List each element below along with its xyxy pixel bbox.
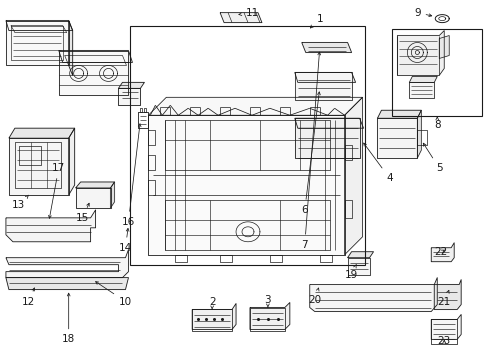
Polygon shape bbox=[377, 118, 417, 158]
Text: 23: 23 bbox=[438, 336, 451, 346]
Polygon shape bbox=[6, 21, 73, 31]
Polygon shape bbox=[310, 278, 437, 311]
Polygon shape bbox=[250, 302, 290, 329]
Polygon shape bbox=[377, 110, 421, 118]
Polygon shape bbox=[431, 315, 461, 339]
Text: 4: 4 bbox=[364, 143, 393, 183]
Polygon shape bbox=[347, 252, 373, 258]
Text: 22: 22 bbox=[435, 247, 448, 257]
Polygon shape bbox=[295, 72, 352, 100]
Polygon shape bbox=[6, 21, 69, 66]
Polygon shape bbox=[9, 128, 74, 138]
Polygon shape bbox=[397, 31, 444, 75]
Polygon shape bbox=[6, 278, 128, 289]
Polygon shape bbox=[344, 97, 363, 255]
Polygon shape bbox=[119, 88, 141, 105]
Text: 10: 10 bbox=[96, 282, 132, 306]
Polygon shape bbox=[9, 138, 69, 195]
Text: 19: 19 bbox=[345, 264, 358, 280]
Text: 16: 16 bbox=[122, 124, 141, 227]
Text: 12: 12 bbox=[22, 288, 35, 306]
Text: 5: 5 bbox=[423, 143, 442, 173]
Text: 3: 3 bbox=[265, 294, 271, 307]
Polygon shape bbox=[75, 188, 111, 208]
Polygon shape bbox=[302, 42, 352, 53]
Polygon shape bbox=[439, 36, 449, 58]
Polygon shape bbox=[431, 243, 454, 262]
Text: 2: 2 bbox=[209, 297, 216, 309]
Polygon shape bbox=[409, 82, 434, 98]
Text: 6: 6 bbox=[301, 92, 320, 215]
Polygon shape bbox=[6, 250, 128, 278]
Text: 8: 8 bbox=[434, 117, 441, 130]
Text: 7: 7 bbox=[301, 52, 320, 250]
Polygon shape bbox=[295, 118, 364, 128]
Polygon shape bbox=[111, 182, 115, 208]
Polygon shape bbox=[6, 210, 96, 242]
Polygon shape bbox=[409, 76, 437, 82]
Polygon shape bbox=[434, 280, 461, 310]
Text: 9: 9 bbox=[414, 8, 432, 18]
Polygon shape bbox=[148, 115, 344, 255]
Polygon shape bbox=[295, 118, 360, 158]
Bar bbox=[392, 28, 482, 116]
Polygon shape bbox=[295, 72, 356, 82]
Polygon shape bbox=[59, 50, 132, 62]
Polygon shape bbox=[417, 110, 421, 158]
Text: 1: 1 bbox=[310, 14, 323, 28]
Polygon shape bbox=[69, 21, 73, 75]
Text: 11: 11 bbox=[239, 8, 259, 18]
Polygon shape bbox=[347, 258, 369, 275]
Polygon shape bbox=[220, 13, 262, 23]
Text: 13: 13 bbox=[12, 195, 28, 210]
Text: 20: 20 bbox=[308, 288, 321, 305]
Text: 17: 17 bbox=[49, 163, 65, 218]
Polygon shape bbox=[192, 303, 236, 329]
Polygon shape bbox=[148, 97, 363, 115]
Bar bbox=[130, 26, 365, 265]
Text: 18: 18 bbox=[62, 293, 75, 345]
Polygon shape bbox=[69, 128, 74, 195]
Polygon shape bbox=[59, 50, 128, 95]
Polygon shape bbox=[75, 182, 115, 188]
Polygon shape bbox=[119, 82, 145, 88]
Text: 15: 15 bbox=[76, 203, 89, 223]
Text: 14: 14 bbox=[119, 229, 132, 253]
Text: 21: 21 bbox=[438, 291, 451, 306]
